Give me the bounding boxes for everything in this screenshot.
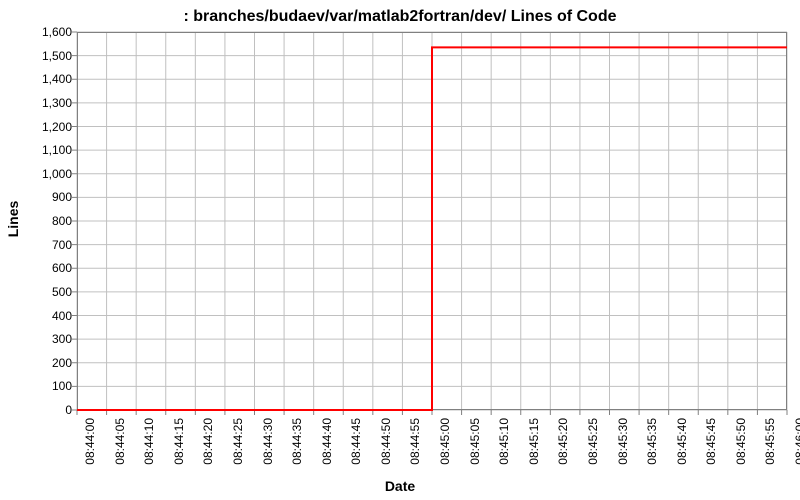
y-tick-label: 700	[52, 238, 72, 252]
x-tick-label: 08:45:45	[704, 418, 718, 465]
y-tick-label: 1,000	[42, 167, 72, 181]
x-axis-label: Date	[0, 478, 800, 494]
y-tick-label: 100	[52, 379, 72, 393]
x-tick-label: 08:45:05	[468, 418, 482, 465]
x-tick-label: 08:44:50	[379, 418, 393, 465]
x-tick-label: 08:45:40	[675, 418, 689, 465]
chart-title: : branches/budaev/var/matlab2fortran/dev…	[0, 8, 800, 26]
x-tick-label: 08:45:25	[586, 418, 600, 465]
x-tick-label: 08:44:10	[142, 418, 156, 465]
x-tick-label: 08:45:00	[438, 418, 452, 465]
y-tick-label: 0	[65, 403, 72, 417]
x-tick-label: 08:45:30	[616, 418, 630, 465]
y-tick-label: 400	[52, 309, 72, 323]
y-axis-label: Lines	[5, 169, 21, 269]
x-tick-label: 08:46:00	[793, 418, 800, 465]
x-tick-label: 08:44:20	[201, 418, 215, 465]
loc-chart: : branches/budaev/var/matlab2fortran/dev…	[0, 0, 800, 500]
y-tick-label: 300	[52, 332, 72, 346]
y-tick-label: 600	[52, 261, 72, 275]
y-tick-label: 1,500	[42, 49, 72, 63]
y-tick-label: 1,100	[42, 143, 72, 157]
y-tick-label: 200	[52, 356, 72, 370]
x-tick-label: 08:45:10	[497, 418, 511, 465]
x-tick-label: 08:45:20	[556, 418, 570, 465]
y-tick-label: 1,600	[42, 25, 72, 39]
x-tick-label: 08:44:15	[172, 418, 186, 465]
x-tick-label: 08:44:25	[231, 418, 245, 465]
x-tick-label: 08:45:55	[763, 418, 777, 465]
x-tick-label: 08:45:15	[527, 418, 541, 465]
y-tick-label: 500	[52, 285, 72, 299]
x-tick-label: 08:45:35	[645, 418, 659, 465]
x-tick-label: 08:44:55	[408, 418, 422, 465]
x-tick-label: 08:44:30	[261, 418, 275, 465]
y-tick-label: 1,300	[42, 96, 72, 110]
x-tick-label: 08:44:00	[83, 418, 97, 465]
plot-svg	[77, 32, 787, 410]
x-tick-label: 08:44:35	[290, 418, 304, 465]
y-tick-label: 900	[52, 190, 72, 204]
y-tick-label: 1,400	[42, 72, 72, 86]
plot-area	[77, 32, 787, 410]
x-tick-label: 08:44:05	[113, 418, 127, 465]
y-tick-label: 1,200	[42, 120, 72, 134]
y-tick-label: 800	[52, 214, 72, 228]
x-tick-label: 08:45:50	[734, 418, 748, 465]
x-tick-label: 08:44:40	[320, 418, 334, 465]
x-tick-label: 08:44:45	[349, 418, 363, 465]
